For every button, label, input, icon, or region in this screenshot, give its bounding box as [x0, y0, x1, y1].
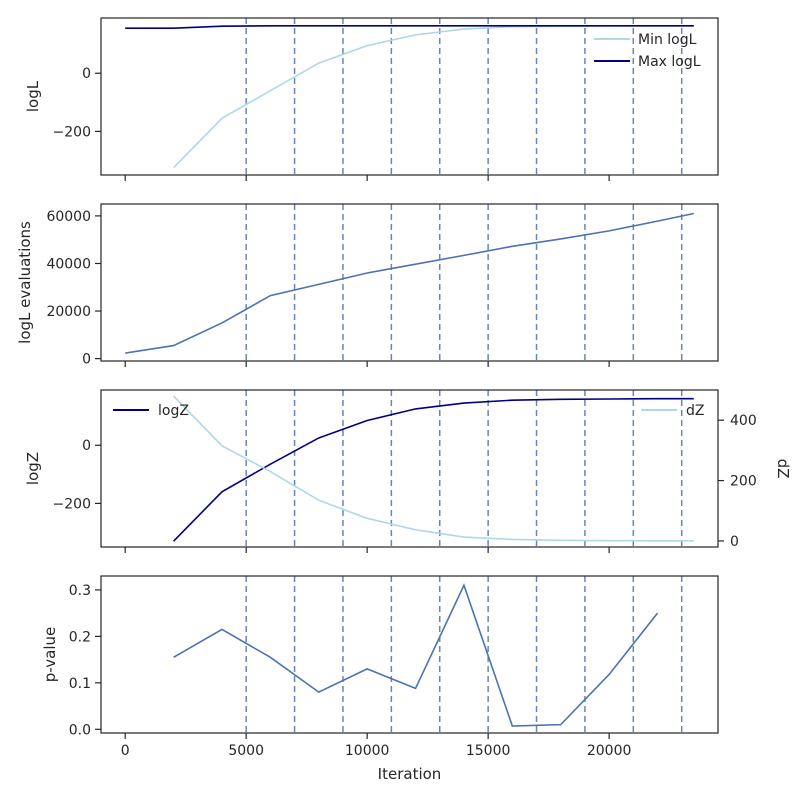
- legend-label: dZ: [686, 403, 704, 419]
- series-line-logz: [173, 397, 694, 542]
- legend-label: Max logL: [638, 54, 701, 70]
- y-tick-label: 0.0: [69, 722, 91, 738]
- axes-frame: [100, 389, 719, 548]
- x-tick-label: 20000: [587, 743, 632, 759]
- axes-frame: [100, 17, 719, 176]
- panel-3: 0 −200 logZ 0 200 400 dZ logZ dZ: [24, 389, 792, 553]
- y-tick-label: 0: [82, 66, 91, 82]
- legend-label: logZ: [158, 403, 189, 419]
- series-line-max-logl: [125, 25, 694, 29]
- x-tick-label: 0: [121, 743, 130, 759]
- x-tick-label: 5000: [228, 743, 264, 759]
- series-line-p2-s1: [125, 212, 694, 354]
- panel-1: 0 −200 logL Min logL Max logL: [24, 17, 719, 181]
- axes-frame: [100, 203, 719, 362]
- y-tick-label: −200: [53, 496, 91, 512]
- y-tick-label: 0.2: [69, 629, 91, 645]
- y-tick-label: 0: [82, 352, 91, 368]
- y-tick-label: 20000: [46, 304, 91, 320]
- y-axis-label: logL evaluations: [16, 221, 34, 344]
- y-tick-label: 40000: [46, 256, 91, 272]
- panel-2: 0 20000 40000 60000 logL evaluations: [16, 203, 719, 368]
- x-tick-label: 15000: [466, 743, 511, 759]
- y-tick-label: −200: [53, 124, 91, 140]
- y2-tick-label: 400: [730, 413, 757, 429]
- y-tick-label: 0.1: [69, 676, 91, 692]
- series-line-min-logl: [173, 25, 694, 169]
- y2-tick-label: 0: [730, 534, 739, 550]
- x-axis-label: Iteration: [378, 765, 442, 783]
- axes-frame: [100, 575, 719, 734]
- y-tick-label: 60000: [46, 209, 91, 225]
- y-axis-label: p-value: [41, 627, 59, 683]
- x-tick-label: 10000: [345, 743, 390, 759]
- series-line-p4-s1: [173, 583, 659, 727]
- y-axis-label: logZ: [24, 452, 42, 485]
- legend-label: Min logL: [638, 32, 697, 48]
- y2-tick-label: 200: [730, 474, 757, 490]
- y-tick-label: 0: [82, 438, 91, 454]
- y2-axis-label: dZ: [774, 459, 792, 479]
- series-line-dz: [173, 395, 694, 542]
- panel-4: 0 5000 10000 15000 20000 0.0 0.1 0.2 0.3 p-value: [41, 575, 719, 759]
- y-axis-label: logL: [24, 80, 42, 112]
- y-tick-label: 0.3: [69, 583, 91, 599]
